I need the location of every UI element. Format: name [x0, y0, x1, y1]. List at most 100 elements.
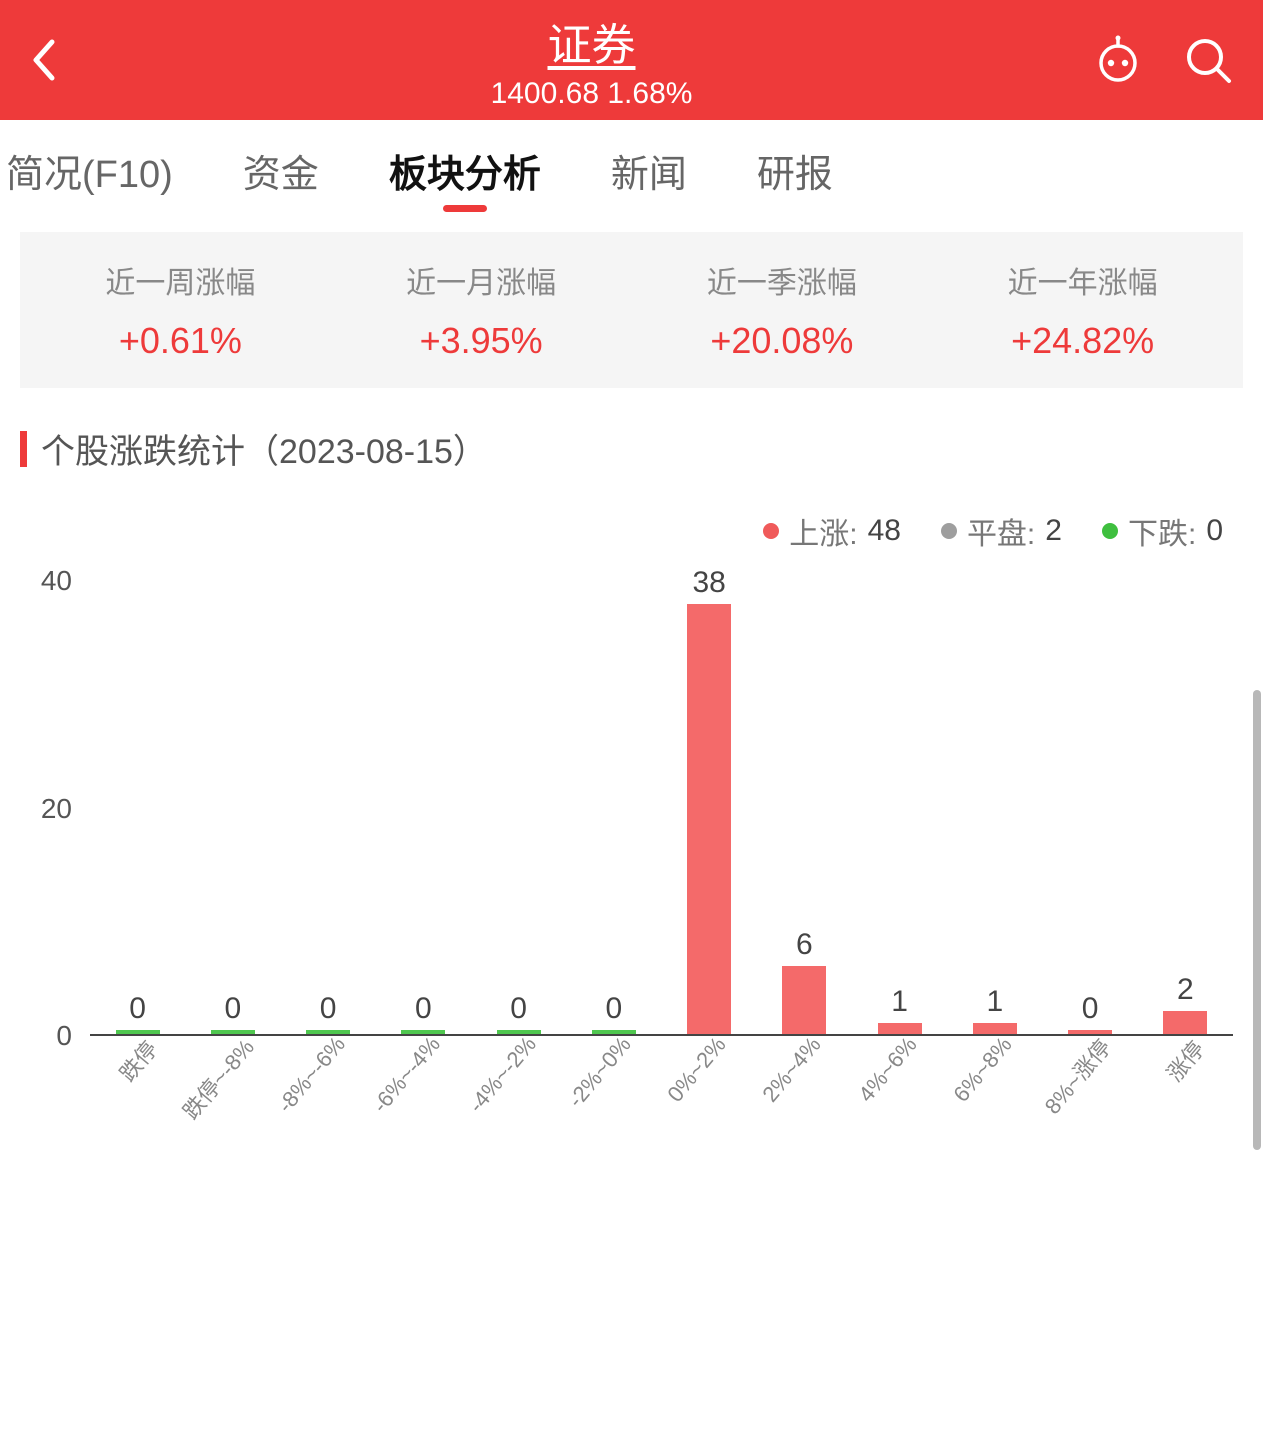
x-label-slot: 跌停~-8%: [185, 1039, 280, 1129]
legend-dot-up: [763, 523, 779, 539]
back-button[interactable]: [30, 38, 90, 82]
x-label: 跌停: [111, 1033, 164, 1087]
x-label: -8%~-6%: [272, 1032, 350, 1118]
x-label: 6%~8%: [948, 1032, 1017, 1107]
bar-value: 6: [796, 928, 813, 962]
legend-down-value: 0: [1206, 514, 1223, 548]
legend-up: 上涨: 48: [763, 509, 901, 553]
period-item-2: 近一季涨幅+20.08%: [632, 258, 933, 362]
bar-slot-8: 1: [852, 581, 947, 1034]
bar-value: 38: [692, 566, 725, 600]
bar-slot-7: 6: [757, 581, 852, 1034]
assistant-button[interactable]: [1093, 35, 1143, 85]
period-label: 近一季涨幅: [632, 258, 933, 302]
tab-bar[interactable]: 简况(F10)资金板块分析新闻研报: [0, 120, 1263, 220]
x-label: -2%~0%: [563, 1032, 637, 1113]
stock-title: 证券: [90, 9, 1093, 73]
bar-value: 1: [987, 985, 1004, 1019]
period-item-0: 近一周涨幅 +0.61%: [30, 258, 331, 362]
bar-value: 0: [415, 992, 432, 1026]
stock-subtitle: 1400.68 1.68%: [90, 77, 1093, 111]
bars-container: 0 0 0 0 0 0 38 6 1 1 0 2: [90, 581, 1233, 1034]
chart-legend: 上涨: 48 平盘: 2 下跌: 0: [0, 509, 1223, 553]
section-date: （2023-08-15）: [245, 433, 487, 471]
legend-down: 下跌: 0: [1102, 509, 1223, 553]
plot-area: 0 0 0 0 0 0 38 6 1 1 0 2: [90, 581, 1233, 1036]
bar: [687, 604, 731, 1034]
x-label-slot: 跌停: [90, 1039, 185, 1129]
legend-dot-down: [1102, 523, 1118, 539]
bar-slot-11: 2: [1138, 581, 1233, 1034]
x-label: 跌停~-8%: [174, 1031, 260, 1125]
y-axis: 02040: [20, 569, 80, 1049]
period-value: +0.61%: [30, 320, 331, 362]
bar-slot-3: 0: [376, 581, 471, 1034]
x-label: 4%~6%: [853, 1032, 922, 1107]
period-summary-card: 近一周涨幅 +0.61%近一月涨幅 +3.95%近一季涨幅+20.08%近一年涨幅 +…: [20, 232, 1243, 388]
section-title: 个股涨跌统计（2023-08-15）: [41, 424, 487, 473]
robot-icon: [1093, 35, 1143, 85]
period-label: 近一月涨幅: [331, 258, 632, 302]
chevron-left-icon: [30, 38, 56, 82]
y-tick: 40: [41, 565, 72, 597]
section-accent-bar: [20, 431, 27, 467]
legend-down-label: 下跌:: [1128, 509, 1196, 553]
tab-2[interactable]: 板块分析: [354, 120, 576, 220]
x-label-slot: 2%~4%: [757, 1039, 852, 1129]
bar-value: 0: [510, 992, 527, 1026]
legend-flat: 平盘: 2: [941, 509, 1062, 553]
app-header: 证券 1400.68 1.68%: [0, 0, 1263, 120]
x-label-slot: 8%~涨停: [1043, 1039, 1138, 1129]
bar-slot-2: 0: [281, 581, 376, 1034]
tab-4[interactable]: 研报: [722, 120, 868, 220]
x-label-slot: 6%~8%: [947, 1039, 1042, 1129]
bar-slot-5: 0: [566, 581, 661, 1034]
legend-flat-value: 2: [1045, 514, 1062, 548]
search-button[interactable]: [1183, 35, 1233, 85]
period-value: +3.95%: [331, 320, 632, 362]
bar: [1163, 1011, 1207, 1034]
section-title-text: 个股涨跌统计: [41, 433, 245, 471]
bar: [973, 1023, 1017, 1034]
x-axis-labels: 跌停跌停~-8%-8%~-6%-6%~-4%-4%~-2%-2%~0%0%~2%…: [90, 1039, 1233, 1129]
x-label-slot: -4%~-2%: [471, 1039, 566, 1129]
header-title-block[interactable]: 证券 1400.68 1.68%: [90, 9, 1093, 111]
bar-value: 0: [320, 992, 337, 1026]
x-label-slot: -6%~-4%: [376, 1039, 471, 1129]
bar-slot-6: 38: [662, 581, 757, 1034]
legend-flat-label: 平盘:: [967, 509, 1035, 553]
x-label-slot: -8%~-6%: [281, 1039, 376, 1129]
x-label: -6%~-4%: [368, 1032, 446, 1118]
bar-slot-10: 0: [1043, 581, 1138, 1034]
x-label-slot: 涨停: [1138, 1039, 1233, 1129]
bar-value: 0: [1082, 992, 1099, 1026]
y-tick: 20: [41, 793, 72, 825]
search-icon: [1183, 35, 1233, 85]
x-label: 0%~2%: [662, 1032, 731, 1107]
tab-1[interactable]: 资金: [208, 120, 354, 220]
bar: [782, 966, 826, 1034]
period-label: 近一周涨幅: [30, 258, 331, 302]
period-item-1: 近一月涨幅 +3.95%: [331, 258, 632, 362]
tab-3[interactable]: 新闻: [576, 120, 722, 220]
bar: [878, 1023, 922, 1034]
index-value: 1400.68: [491, 77, 599, 110]
bar-value: 0: [129, 992, 146, 1026]
bar-value: 0: [225, 992, 242, 1026]
period-label: 近一年涨幅: [932, 258, 1233, 302]
period-item-3: 近一年涨幅 +24.82%: [932, 258, 1233, 362]
section-header: 个股涨跌统计（2023-08-15）: [20, 424, 1243, 473]
x-label-slot: 0%~2%: [662, 1039, 757, 1129]
legend-up-value: 48: [868, 514, 901, 548]
scroll-indicator[interactable]: [1253, 690, 1261, 1150]
y-tick: 0: [56, 1020, 72, 1052]
legend-dot-flat: [941, 523, 957, 539]
x-label: 2%~4%: [758, 1032, 827, 1107]
bar-slot-1: 0: [185, 581, 280, 1034]
bar-value: 0: [606, 992, 623, 1026]
period-value: +24.82%: [932, 320, 1233, 362]
tab-0[interactable]: 简况(F10): [0, 120, 208, 220]
legend-up-label: 上涨:: [789, 509, 857, 553]
bar-value: 1: [891, 985, 908, 1019]
change-pct: 1.68%: [607, 77, 692, 110]
